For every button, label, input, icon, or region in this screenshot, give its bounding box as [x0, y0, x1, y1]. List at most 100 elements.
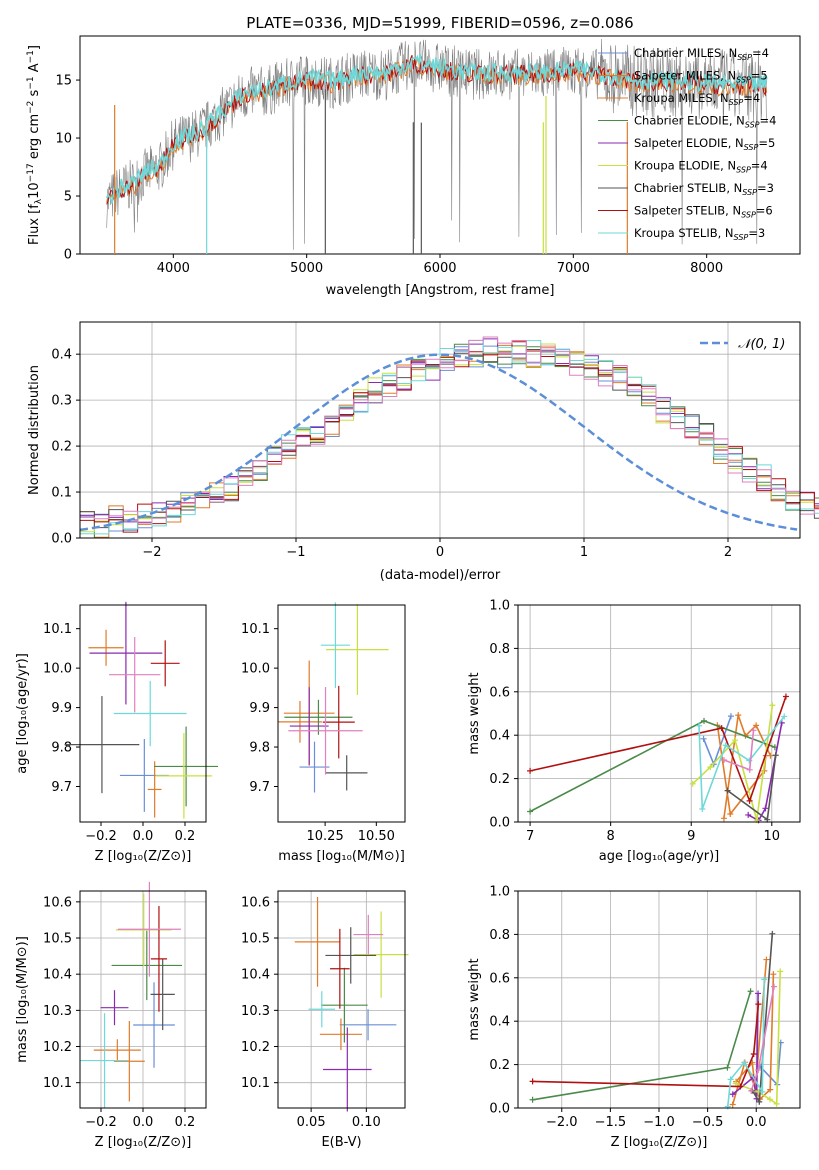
xtick-label: 0.0: [746, 1115, 767, 1130]
xtick-label: −0.2: [85, 829, 117, 844]
weight-marker: [727, 811, 734, 818]
xtick-label: 10.25: [307, 829, 344, 844]
weight-marker: [735, 712, 742, 719]
weight-marker: [767, 1086, 774, 1093]
weight-marker: [769, 930, 776, 937]
spectrum-ytick-label: 5: [64, 190, 72, 205]
weight-marker: [767, 752, 774, 759]
xtick-label: 9: [687, 829, 695, 844]
xtick-label: −1.0: [643, 1115, 675, 1130]
age_vs_Z-panel: −0.2 0.0 0.2 9.7 9.8 9.9 10.0 10.1 Z [log₁₀(Z/Z⊙…: [15, 601, 218, 864]
residuals-ytick-label: 0.1: [51, 486, 72, 501]
ytick-label: 9.7: [249, 780, 270, 795]
spectrum-model-line: [105, 54, 768, 204]
panel-frame: [517, 604, 801, 823]
residuals-ytick-label: 0.2: [51, 440, 72, 455]
weight-marker: [718, 725, 725, 732]
ytick-label: 10.2: [241, 1040, 270, 1055]
weight-marker: [724, 1064, 731, 1071]
ytick-label: 10.1: [241, 1076, 270, 1091]
legend-label: Chabrier STELIB, NSSP=3: [634, 181, 774, 197]
weight_vs_age-marks: [527, 693, 789, 824]
weight_vs_age-panel: 7 8 9 10 0.0 0.2 0.4 0.6 0.8 1.0 age [log₁₀(age/yr…: [467, 599, 801, 864]
legend-label: Kroupa MILES, NSSP=4: [634, 91, 760, 107]
ytick-label: 10.3: [43, 1004, 72, 1019]
xtick-label: 10.50: [358, 829, 395, 844]
weight-marker: [748, 1087, 755, 1094]
weight-marker: [755, 1067, 762, 1074]
ytick-label: 0.8: [489, 642, 510, 657]
weight-marker: [773, 1100, 780, 1107]
ytick-label: 0.4: [489, 729, 510, 744]
residuals-ytick-label: 0.0: [51, 532, 72, 547]
weight-marker: [741, 1059, 748, 1066]
weight_vs_Z-xlabel: Z [log₁₀(Z/Z⊙)]: [611, 1135, 708, 1150]
weight-marker: [770, 971, 777, 978]
ytick-label: 10.1: [43, 622, 72, 637]
weight-marker: [755, 1001, 762, 1008]
residuals-xticks: −2 −1 0 1 2: [142, 538, 732, 560]
spectrum-yticks: 0 5 10 15: [55, 74, 80, 263]
weight-marker: [750, 1051, 757, 1058]
weight-marker: [761, 976, 768, 983]
xtick-label: 0.05: [297, 1115, 326, 1130]
weight-marker: [767, 1096, 774, 1103]
histogram-step: [80, 344, 819, 538]
weight_vs_age-ylabel: mass weight: [467, 672, 482, 754]
weight-marker: [527, 808, 534, 815]
spectrum-lines: [105, 38, 768, 254]
panel-frame: [79, 890, 207, 1109]
age_vs_Z-marks: [64, 601, 218, 819]
residuals-panel: −2 −1 0 1 2 0.0 0.1 0.2 0.3 0.4 (data-model)/err…: [27, 321, 819, 583]
ytick-label: 10.4: [43, 968, 72, 983]
weight-marker: [781, 713, 788, 720]
spectrum-ytick-label: 15: [55, 74, 72, 89]
residuals-histograms: [80, 336, 819, 539]
ytick-label: 0.2: [489, 772, 510, 787]
mass_vs_Z-xlabel: Z [log₁₀(Z/Z⊙)]: [95, 1135, 192, 1150]
residuals-xtick-label: 2: [724, 545, 732, 560]
ytick-label: 1.0: [489, 885, 510, 900]
xtick-label: −1.5: [595, 1115, 627, 1130]
weight_vs_Z-panel: −2.0 −1.5 −1.0 −0.5 0.0 0.0 0.2 0.4 0.6 0.8 1.0 Z […: [467, 885, 801, 1150]
gaussian-curve: [79, 353, 798, 532]
weight-marker: [701, 717, 708, 724]
legend-label: Salpeter MILES, NSSP=5: [634, 69, 768, 85]
ytick-label: 10.2: [43, 1040, 72, 1055]
ytick-label: 0.0: [489, 1102, 510, 1117]
xtick-label: 0.2: [175, 829, 196, 844]
xtick-label: 0.10: [352, 1115, 381, 1130]
weight-marker: [750, 727, 757, 734]
spectrum-ylabel: Flux [fλ10−17 erg cm−2 s−1 A−1]: [26, 45, 44, 245]
weight-marker: [769, 702, 776, 709]
legend-label: Kroupa ELODIE, NSSP=4: [634, 159, 768, 175]
xtick-label: −0.2: [85, 1115, 117, 1130]
mass_vs_ebv-panel: 0.05 0.10 10.1 10.2 10.3 10.4 10.5 10.6 E(B-V): [241, 890, 409, 1150]
spectrum-model-line: [106, 55, 768, 205]
ytick-label: 10.3: [241, 1004, 270, 1019]
ytick-label: 0.4: [489, 1015, 510, 1030]
weight-marker: [756, 1098, 763, 1105]
mass_vs_ebv-xlabel: E(B-V): [321, 1135, 361, 1150]
ytick-label: 10.1: [241, 622, 270, 637]
histogram-step: [80, 343, 819, 533]
xtick-label: 8: [607, 829, 615, 844]
weight-line: [723, 730, 755, 771]
residuals-xtick-label: −1: [286, 545, 305, 560]
weight-marker: [720, 756, 727, 763]
panel-frame: [517, 890, 801, 1109]
ytick-label: 0.6: [489, 971, 510, 986]
legend-label: Salpeter STELIB, NSSP=6: [634, 204, 773, 220]
legend-label: Salpeter ELODIE, NSSP=5: [634, 136, 775, 152]
spectrum-panel: 4000 5000 6000 7000 8000 0 5 10 15 wavelength […: [26, 35, 801, 298]
residuals-xtick-label: 1: [580, 545, 588, 560]
residuals-yticks: 0.0 0.1 0.2 0.3 0.4: [51, 348, 80, 547]
age_vs_mass-panel: 10.25 10.50 9.7 9.8 9.9 10.0 10.1 mass [log₁₀(M…: [241, 602, 406, 864]
parameter-panels: −0.2 0.0 0.2 9.7 9.8 9.9 10.0 10.1 Z [log₁₀(Z/Z⊙…: [15, 599, 801, 1150]
weight-marker: [771, 983, 778, 990]
age_vs_mass-marks: [277, 602, 389, 793]
ytick-label: 9.9: [51, 701, 72, 716]
panel-frame: [277, 890, 406, 1109]
weight-marker: [745, 811, 752, 818]
